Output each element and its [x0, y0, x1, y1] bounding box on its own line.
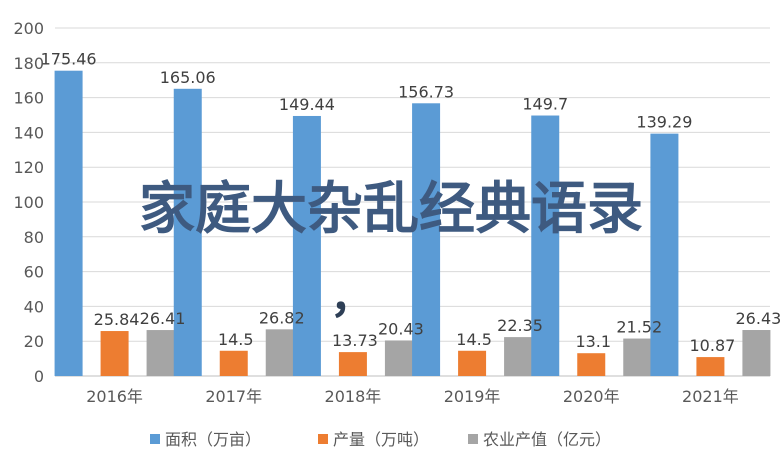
data-label: 22.35 [497, 316, 543, 335]
y-tick-label: 20 [24, 332, 44, 351]
data-label: 14.5 [218, 330, 254, 349]
bars [54, 70, 771, 377]
data-label: 156.73 [398, 82, 454, 101]
bar-1-3 [292, 115, 321, 377]
y-tick-label: 200 [13, 19, 44, 38]
bar-2-3 [338, 352, 367, 376]
x-axis-ticks: 2016年 2017年 2018年 2019年 2020年 2021年 [86, 387, 739, 406]
legend-swatch-3 [468, 434, 478, 444]
y-tick-label: 160 [13, 89, 44, 108]
bar-3-3 [384, 340, 413, 376]
x-tick-label: 2019年 [444, 387, 501, 406]
overlay-comma: ， [330, 272, 374, 323]
data-label: 13.1 [575, 332, 611, 351]
bar-2-4 [458, 350, 487, 376]
y-tick-label: 140 [13, 123, 44, 142]
data-label: 26.41 [140, 309, 186, 328]
bar-2-6 [696, 357, 725, 376]
data-label: 26.43 [736, 309, 782, 328]
data-label: 26.82 [259, 308, 305, 327]
y-axis-ticks: 0 20 40 60 80 100 120 140 160 180 200 [13, 19, 44, 386]
data-label: 20.43 [378, 319, 424, 338]
legend: 面积（万亩） 产量（万吨） 农业产值（亿元） [150, 430, 611, 449]
data-labels: 175.46 25.84 26.41 165.06 14.5 26.82 149.44 13.… [41, 50, 782, 355]
data-label: 14.5 [456, 330, 492, 349]
overlay-watermark-text: 家庭大杂乱经典语录 [139, 177, 643, 242]
bar-1-4 [412, 103, 441, 377]
y-tick-label: 40 [24, 297, 44, 316]
y-tick-label: 100 [13, 193, 44, 212]
x-tick-label: 2021年 [682, 387, 739, 406]
legend-swatch-2 [318, 434, 328, 444]
legend-label-1: 面积（万亩） [165, 430, 261, 449]
data-label: 21.52 [616, 318, 662, 337]
legend-label-3: 农业产值（亿元） [483, 430, 611, 449]
data-label: 25.84 [94, 310, 140, 329]
bar-2-2 [219, 350, 248, 376]
legend-label-2: 产量（万吨） [333, 430, 429, 449]
bar-3-4 [504, 337, 533, 376]
data-label: 165.06 [160, 68, 216, 87]
legend-swatch-1 [150, 434, 160, 444]
y-tick-label: 80 [24, 228, 44, 247]
data-label: 139.29 [636, 113, 692, 132]
bar-3-1 [146, 330, 175, 376]
bar-1-1 [54, 70, 83, 377]
data-label: 13.73 [332, 331, 378, 350]
y-tick-label: 60 [24, 263, 44, 282]
x-tick-label: 2017年 [205, 387, 262, 406]
bar-1-5 [531, 115, 560, 376]
bar-1-6 [650, 133, 679, 376]
data-label: 149.7 [522, 95, 568, 114]
x-tick-label: 2018年 [325, 387, 382, 406]
x-tick-label: 2016年 [86, 387, 143, 406]
x-tick-label: 2020年 [563, 387, 620, 406]
y-tick-label: 120 [13, 158, 44, 177]
data-label: 175.46 [41, 50, 97, 69]
bar-1-2 [173, 88, 202, 377]
bar-2-5 [577, 353, 606, 376]
bar-3-5 [623, 338, 652, 376]
data-label: 10.87 [690, 336, 736, 355]
data-label: 149.44 [279, 95, 335, 114]
bar-3-2 [265, 329, 294, 376]
y-tick-label: 180 [13, 54, 44, 73]
bar-2-1 [100, 331, 129, 376]
bar-3-6 [742, 330, 771, 376]
y-tick-label: 0 [34, 367, 44, 386]
